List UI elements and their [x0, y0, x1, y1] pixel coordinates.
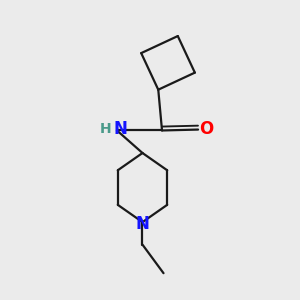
Text: N: N [114, 120, 128, 138]
Text: N: N [136, 215, 149, 233]
Text: O: O [200, 120, 214, 138]
Text: H: H [100, 122, 111, 136]
